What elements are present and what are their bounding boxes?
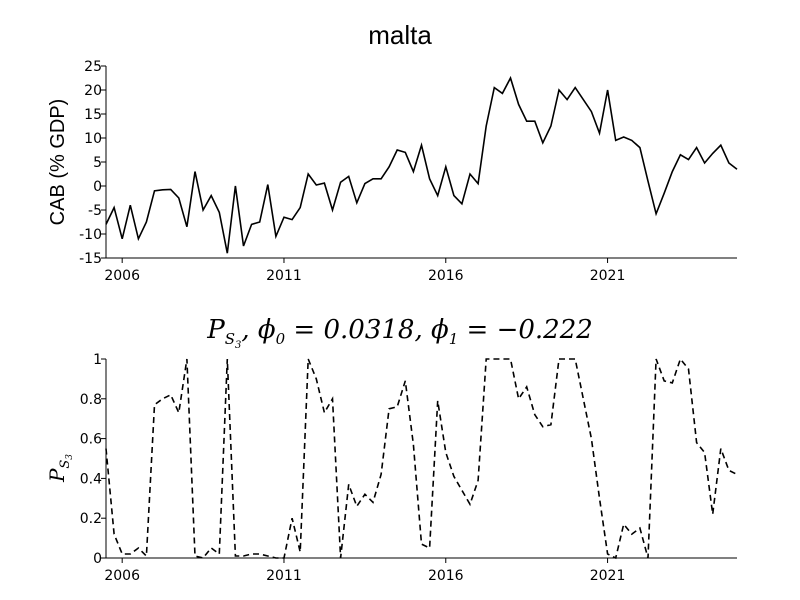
title-rest: , ϕ <box>241 315 276 345</box>
x-tick-label: 2016 <box>428 268 464 284</box>
title-phi0-sub: 0 <box>276 330 286 348</box>
title-phi0-val: = 0.0318, ϕ <box>285 315 449 345</box>
title-sub-s: S <box>225 330 235 348</box>
y-tick-label: 1 <box>93 352 102 368</box>
ylabel-subsub-3: 3 <box>65 454 75 460</box>
y-tick-label: 0.2 <box>80 511 102 527</box>
chart-title: malta <box>368 20 432 50</box>
y-tick-label: 0.6 <box>80 432 102 448</box>
x-tick-label: 2006 <box>104 568 140 584</box>
y-tick-label: -5 <box>88 203 102 219</box>
chart-title-2: PS3, ϕ0 = 0.0318, ϕ1 = −0.222 <box>206 315 593 351</box>
x-tick-label: 2021 <box>590 268 626 284</box>
y-axis-label: CAB (% GDP) <box>47 99 69 226</box>
x-tick-label: 2016 <box>428 568 464 584</box>
y-tick-label: -10 <box>79 227 102 243</box>
probability-series-line <box>105 357 738 560</box>
bottom-ticks: 0 0.2 0.4 0.6 0.8 1 2006 2011 2016 2021 <box>80 352 626 584</box>
x-tick-label: 2006 <box>104 268 140 284</box>
bottom-axes <box>101 358 737 563</box>
y-tick-label: 10 <box>84 131 102 147</box>
y-tick-label: 0 <box>93 551 102 567</box>
x-tick-label: 2011 <box>266 568 302 584</box>
y-tick-label: 0.8 <box>80 392 102 408</box>
y-tick-label: 25 <box>84 59 102 75</box>
y-tick-label: -15 <box>79 251 102 267</box>
y-tick-label: 0.4 <box>80 471 102 487</box>
cab-chart: malta CAB (% GDP) -15 -10 -5 0 5 10 15 20 25 2006… <box>47 20 738 284</box>
y-tick-label: 5 <box>93 155 102 171</box>
ylabel-sub-s: S <box>58 460 73 469</box>
x-tick-label: 2021 <box>590 568 626 584</box>
x-tick-label: 2011 <box>266 268 302 284</box>
cab-series-line <box>105 75 738 254</box>
title-phi1-val: = −0.222 <box>458 315 593 345</box>
ylabel-p: P <box>45 468 69 483</box>
probability-chart: PS3, ϕ0 = 0.0318, ϕ1 = −0.222 PS3 00.20.… <box>45 315 738 584</box>
title-p: P <box>206 315 225 345</box>
title-subsub-3: 3 <box>235 340 241 351</box>
y-axis-label-2: PS3 <box>45 454 75 483</box>
top-axes <box>101 65 737 263</box>
y-tick-label: 20 <box>84 83 102 99</box>
y-tick-label: 15 <box>84 107 102 123</box>
title-phi1-sub: 1 <box>449 330 459 348</box>
y-tick-label: 0 <box>93 179 102 195</box>
top-ticks: -15 -10 -5 0 5 10 15 20 25 2006 2011 2016 2021 <box>79 59 625 284</box>
